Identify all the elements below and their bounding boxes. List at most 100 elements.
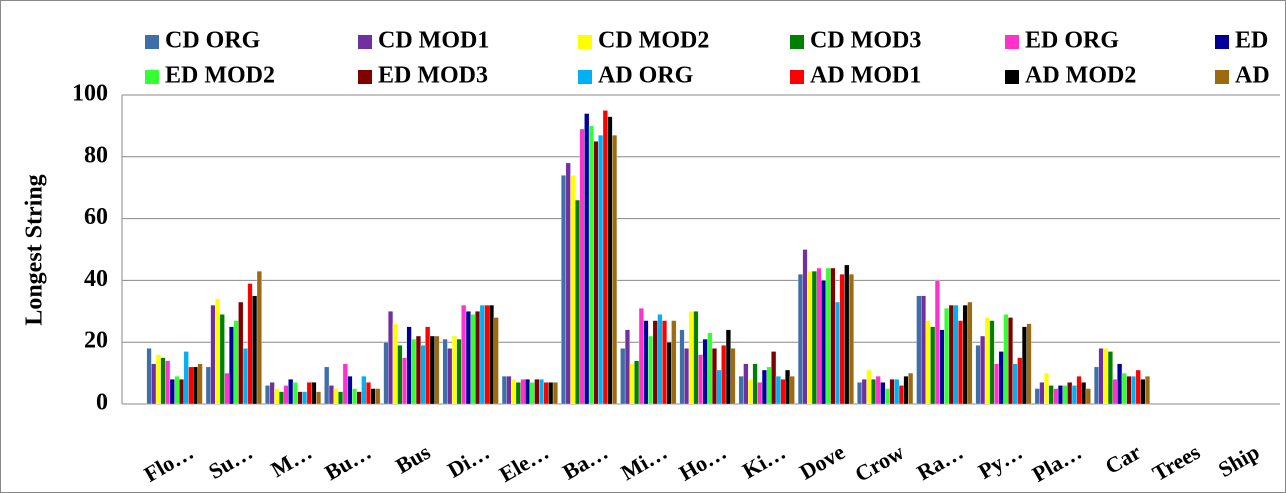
bar [743,363,749,405]
bar [975,345,981,405]
bar [925,320,931,405]
bar [684,348,690,405]
bar [406,326,412,405]
bar [333,388,339,405]
bar [771,351,777,405]
bar [738,376,744,405]
bar [392,323,398,405]
bar [183,351,189,405]
bar [785,369,791,405]
bar [1017,357,1023,405]
legend-swatch [1215,35,1229,49]
bar [802,249,808,405]
bar [297,391,303,405]
bar [652,320,658,405]
bar [871,379,877,405]
bar [643,320,649,405]
bar [1117,363,1123,405]
bar [383,342,389,405]
bar [461,304,467,405]
bar [520,379,526,405]
bar [588,125,594,405]
bar [797,274,803,405]
bar [930,326,936,405]
bar [921,295,926,405]
bar [356,391,362,405]
bar [1026,323,1032,405]
bar [835,301,840,405]
bar [962,304,968,405]
bar [707,332,713,405]
bar [688,311,694,405]
bar [415,335,421,405]
bar [602,110,608,405]
bar [662,320,667,405]
bar [224,372,230,405]
bar [479,304,485,405]
bar [994,363,1000,405]
legend-label: CD MOD2 [598,28,709,54]
bar [288,379,294,405]
legend-label: ED ORG [1025,28,1119,54]
bar [501,376,507,405]
bar [880,382,886,405]
bar [511,379,517,405]
bar [316,391,322,405]
bar [215,298,221,405]
legend-label: AD MOD2 [1025,63,1136,89]
bar [489,304,494,405]
bar [447,348,453,405]
bar [247,283,253,405]
legend-label: AD ORG [598,63,694,89]
bar [210,304,216,405]
bar [1044,372,1049,405]
bar [748,379,753,405]
y-tick-label: 60 [84,204,108,230]
bar [352,388,358,405]
bar [1135,369,1141,405]
bar [242,348,248,405]
bar [552,382,558,405]
bar [219,314,225,405]
bar [593,141,599,405]
bar [269,382,275,405]
bar [561,175,567,405]
bar [570,175,576,405]
legend-label: ED [1235,28,1268,54]
bar [338,391,344,405]
bar [451,335,457,405]
bar [780,379,786,405]
bar [388,311,394,405]
bar [188,366,194,405]
legend-swatch [790,35,804,49]
bar [575,199,580,405]
bar [506,376,512,405]
bar [757,382,763,405]
bar [484,304,490,405]
legend-swatch [1005,70,1019,84]
bar [671,320,677,405]
bar [1062,385,1068,405]
legend-label: CD MOD1 [378,28,489,54]
bar [465,311,471,405]
bar [229,326,234,405]
bar [205,366,211,405]
legend-swatch [578,35,592,49]
bar [1093,366,1099,405]
bar [283,385,289,405]
bar [666,342,672,405]
bar [324,366,330,405]
bar [425,326,431,405]
legend-label: ED MOD3 [378,63,488,89]
bar [875,376,881,405]
bar [825,267,831,405]
bar [866,369,872,405]
bar [916,295,922,405]
bar [1021,326,1027,405]
bar [1057,385,1063,405]
bar [944,308,950,405]
bar [984,317,990,405]
legend-swatch [358,70,372,84]
